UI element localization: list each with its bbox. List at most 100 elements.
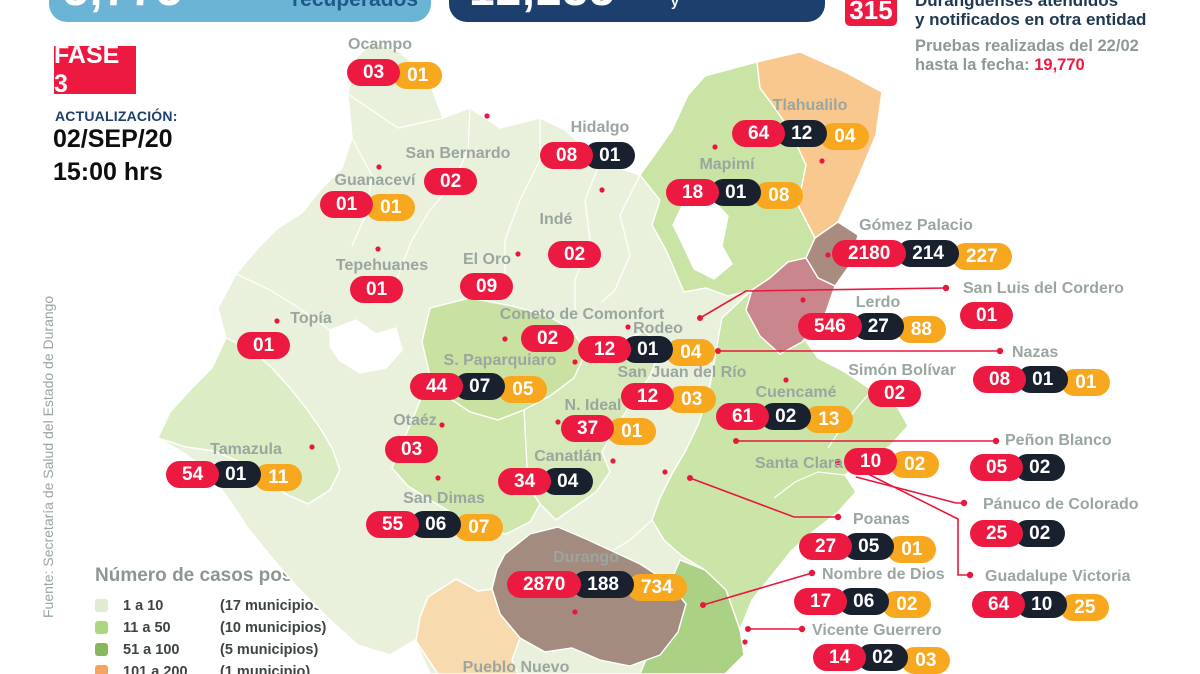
municipality-label-santa-clara: Santa Clara — [755, 455, 844, 472]
municipality-label-el-oro: El Oro — [462, 251, 512, 268]
badge-red: 12 — [578, 336, 632, 363]
municipality-label-hidalgo: Hidalgo — [570, 119, 630, 136]
leader-nombre-de-dios — [702, 572, 813, 606]
badge-red: 12 — [621, 383, 675, 410]
badge-red: 37 — [561, 415, 615, 442]
municipality-label-g-mez-palacio: Gómez Palacio — [859, 217, 973, 234]
case-badges-g-mez-palacio: 2180 214 227 — [832, 240, 1012, 270]
case-badges-san-luis-del-cordero: 01 — [960, 302, 1014, 329]
case-badges-top-a: 01 — [237, 332, 291, 359]
municipality-label-mapim: Mapimí — [699, 156, 755, 173]
case-badges-hidalgo: 08 01 — [540, 142, 636, 169]
tests-total-value: 19,770 — [1034, 56, 1085, 74]
municipality-label-top-a: Topía — [290, 310, 332, 327]
municipality-label-nazas: Nazas — [1012, 344, 1059, 361]
badge-red: 54 — [166, 461, 220, 488]
legend-municipality-count: (17 municipios) — [220, 598, 327, 614]
badge-orange: 01 — [366, 194, 416, 221]
badge-orange: 01 — [887, 536, 937, 563]
municipality-label-guanacev: Guanaceví — [334, 172, 416, 189]
case-badges-san-juan-del-r-o: 12 03 — [621, 383, 717, 413]
update-time: 15:00 hrs — [53, 158, 163, 186]
badge-red: 27 — [799, 533, 853, 560]
legend-range-label: 1 a 10 — [123, 598, 164, 614]
confirmed-total-box: 12,235 y — [449, 0, 825, 22]
case-badges-el-oro: 09 — [460, 273, 514, 300]
badge-red: 01 — [237, 332, 291, 359]
case-badges-nazas: 08 01 01 — [973, 366, 1111, 396]
case-badges-cuencam: 61 02 13 — [716, 403, 854, 433]
municipal-borders — [235, 93, 873, 552]
leader-guadalupe-victoria — [861, 470, 970, 576]
badge-red: 34 — [498, 468, 552, 495]
badge-black: 05 — [843, 533, 895, 560]
other-entity-count-box: 315 — [845, 0, 897, 26]
municipality-label-ind: Indé — [539, 211, 573, 228]
map-region-white-west — [329, 319, 403, 374]
municipality-label-canatl-n: Canatlán — [534, 448, 602, 465]
legend-title: Número de casos positivos — [95, 565, 343, 586]
badge-black: 07 — [454, 373, 506, 400]
case-badges-lerdo: 546 27 88 — [798, 313, 946, 343]
badge-red: 2870 — [507, 571, 582, 598]
municipality-label-n-ideal: N. Ideal — [564, 397, 622, 414]
municipality-label-vicente-guerrero: Vicente Guerrero — [812, 622, 942, 639]
case-badges-coneto-de-comonfort: 02 — [521, 325, 575, 352]
tests-line1: Pruebas realizadas del 22/02 — [915, 37, 1139, 55]
leader-lines — [689, 287, 1000, 630]
confirmed-total-value: 12,235 — [469, 0, 616, 16]
municipality-label-s-paparquiaro: S. Paparquiaro — [443, 352, 557, 369]
legend-range-label: 11 a 50 — [123, 620, 171, 636]
case-badges-ind: 02 — [548, 241, 602, 268]
badge-orange: 03 — [667, 386, 717, 413]
badge-orange: 03 — [901, 647, 951, 674]
legend-range-label: 101 a 200 — [123, 664, 188, 674]
badge-red: 61 — [716, 403, 770, 430]
update-heading: ACTUALIZACIÓN: — [55, 108, 178, 124]
case-badges-poanas: 27 05 01 — [799, 533, 937, 563]
case-badges-mapim: 18 01 08 — [666, 179, 804, 209]
badge-orange: 01 — [1061, 369, 1111, 396]
badge-red: 2180 — [832, 240, 907, 267]
municipality-label-tamazula: Tamazula — [210, 441, 282, 458]
badge-black: 10 — [1016, 591, 1068, 618]
badge-black: 02 — [857, 644, 909, 671]
municipality-label-ota-z: Otaéz — [393, 412, 437, 429]
case-badges-santa-clara: 10 02 — [844, 448, 940, 478]
case-badges-san-dimas: 55 06 07 — [366, 511, 504, 541]
municipality-label-nombre-de-dios: Nombre de Dios — [822, 566, 945, 583]
badge-red: 03 — [347, 59, 401, 86]
municipality-label-p-nuco-de-colorado: Pánuco de Colorado — [983, 496, 1139, 513]
legend-municipality-count: (5 municipios) — [220, 642, 319, 658]
case-badges-ocampo: 03 01 — [347, 59, 443, 89]
badge-red: 44 — [410, 373, 464, 400]
other-entity-count: 315 — [849, 0, 893, 25]
badge-orange: 01 — [607, 418, 657, 445]
badge-red: 02 — [521, 325, 575, 352]
badge-red: 02 — [868, 380, 922, 407]
badge-red: 02 — [548, 241, 602, 268]
badge-red: 17 — [794, 588, 848, 615]
badge-orange: 04 — [820, 123, 870, 150]
leader-dots — [687, 284, 1004, 633]
recovered-total-value: 5,775 — [63, 0, 183, 16]
municipality-label-san-dimas: San Dimas — [403, 490, 485, 507]
case-badges-guadalupe-victoria: 64 10 25 — [972, 591, 1110, 621]
badge-red: 01 — [350, 276, 404, 303]
municipality-label-san-bernardo: San Bernardo — [405, 145, 511, 162]
municipality-label-pe-on-blanco: Peñon Blanco — [1005, 432, 1112, 449]
municipality-label-tlahualilo: Tlahualilo — [772, 97, 848, 114]
badge-orange: 01 — [393, 62, 443, 89]
municipality-label-guadalupe-victoria: Guadalupe Victoria — [985, 568, 1131, 585]
municipality-label-pueblo-nuevo: Pueblo Nuevo — [462, 659, 570, 674]
other-entity-line1: Duranguenses atendidos — [915, 0, 1119, 10]
tests-line2-prefix: hasta la fecha: — [915, 56, 1035, 74]
badge-red: 25 — [970, 520, 1024, 547]
badge-orange: 02 — [882, 591, 932, 618]
badge-orange: 08 — [754, 182, 804, 209]
legend-swatch — [95, 599, 108, 612]
municipality-label-poanas: Poanas — [853, 511, 910, 528]
legend-swatch — [95, 643, 108, 656]
